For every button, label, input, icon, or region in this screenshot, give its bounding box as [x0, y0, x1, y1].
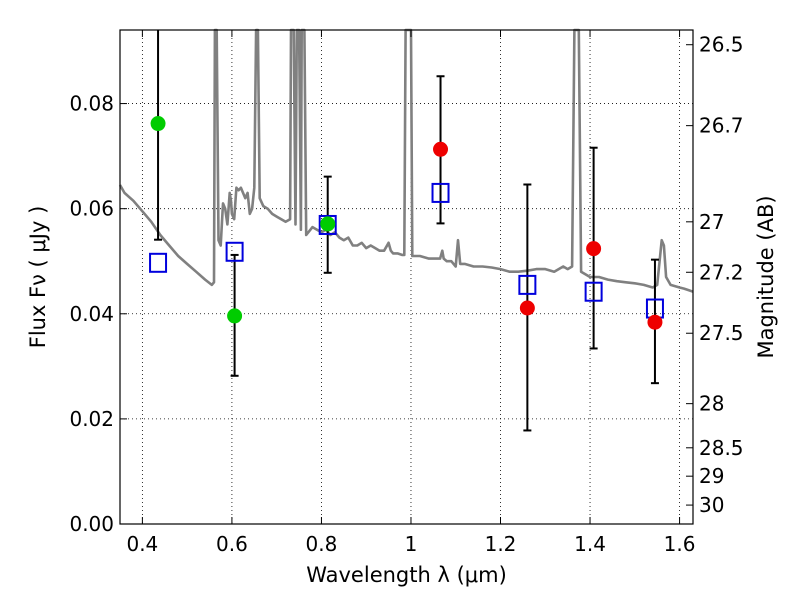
model-square-marker: [318, 214, 337, 235]
spectrum-line: [118, 28, 694, 293]
y-tick-label: 0.02: [69, 407, 114, 431]
model-square-marker: [431, 182, 450, 203]
model-square-marker: [225, 241, 244, 262]
y-tick-label: 0.00: [69, 512, 114, 536]
flux-point-marker: [433, 141, 449, 157]
x-tick-label: 1.6: [664, 532, 696, 556]
y2-axis-ticks: 26.5 26.7 27 27.2 27.5 28 28.5 29 30: [686, 33, 744, 517]
y-axis-ticks: 0.00 0.02 0.04 0.06 0.08: [69, 92, 127, 536]
flux-point-marker: [647, 314, 663, 330]
model-square-marker: [584, 281, 603, 302]
model-square-marker: [518, 274, 537, 295]
y2-tick-label: 29: [699, 464, 724, 488]
model-square-marker: [149, 252, 168, 273]
flux-point-marker: [227, 308, 243, 324]
y2-tick-label: 26.7: [699, 114, 744, 138]
y2-tick-label: 28: [699, 392, 724, 416]
flux-point-marker: [150, 116, 166, 132]
flux-point-marker: [519, 300, 535, 316]
y2-tick-label: 27.5: [699, 321, 744, 345]
flux-point-marker: [586, 241, 602, 257]
flux-point-marker: [320, 216, 336, 232]
y-tick-label: 0.08: [69, 92, 114, 116]
x-tick-label: 0.6: [216, 532, 248, 556]
y-axis-label: Flux Fν ( μJy ): [26, 206, 50, 349]
x-tick-label: 0.4: [126, 532, 158, 556]
y2-axis-label: Magnitude (AB): [754, 195, 778, 358]
data-markers: [149, 116, 664, 330]
x-tick-label: 0.8: [306, 532, 338, 556]
x-tick-label: 1.2: [485, 532, 517, 556]
y-tick-label: 0.04: [69, 302, 114, 326]
y-tick-label: 0.06: [69, 197, 114, 221]
model-spectrum: [118, 28, 694, 293]
y2-tick-label: 26.5: [699, 33, 744, 57]
x-axis-ticks: 0.4 0.6 0.8 1 1.2 1.4 1.6: [126, 30, 695, 556]
x-axis-label: Wavelength λ (μm): [306, 563, 507, 587]
y2-tick-label: 28.5: [699, 436, 744, 460]
y2-tick-label: 27: [699, 210, 724, 234]
x-tick-label: 1: [405, 532, 418, 556]
x-tick-label: 1.4: [574, 532, 606, 556]
y2-tick-label: 30: [699, 493, 724, 517]
plot-frame: [119, 29, 694, 525]
y2-tick-label: 27.2: [699, 260, 744, 284]
